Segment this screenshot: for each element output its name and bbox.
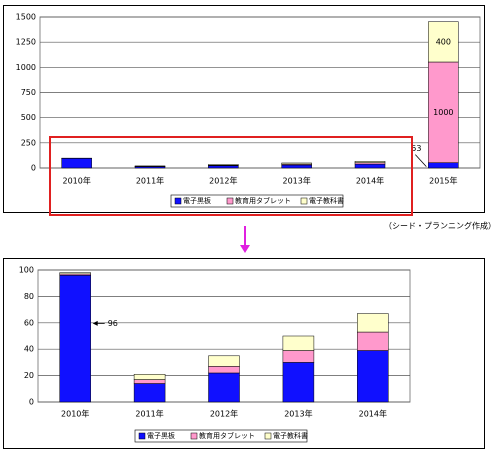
bar-segment [428, 61, 459, 163]
y-tick-label: 100 [19, 266, 34, 275]
bar-segment [281, 162, 312, 165]
bar-segment [59, 272, 91, 275]
bar-segment [354, 163, 386, 169]
legend-label: 電子黒板 [183, 196, 211, 205]
y-tick-label: 80 [24, 292, 34, 301]
legend-label: 電子教科書 [273, 431, 308, 440]
data-label: 96 [108, 319, 118, 328]
bar-segment [59, 275, 91, 403]
bar-segment [282, 335, 315, 351]
y-tick-label: 0 [29, 398, 34, 407]
y-tick-label: 0 [31, 164, 36, 173]
arrow-head [92, 320, 98, 326]
x-tick-label: 2010年 [62, 176, 90, 186]
x-tick-label: 2011年 [136, 176, 164, 186]
legend-swatch [226, 197, 234, 205]
data-label: 400 [436, 37, 451, 46]
arrow-head [240, 245, 250, 253]
bar-segment [282, 362, 315, 403]
bar-segment [208, 372, 240, 403]
legend-swatch [174, 197, 182, 205]
bar-segment [354, 161, 386, 163]
bar-segment [428, 162, 459, 169]
bar-segment [133, 374, 166, 380]
bar-segment [357, 350, 389, 403]
bar-segment [208, 366, 240, 374]
bar-segment [208, 355, 240, 367]
x-tick-label: 2014年 [356, 176, 384, 186]
bar-segment [133, 379, 166, 384]
legend-swatch [264, 432, 272, 440]
legend-swatch [190, 432, 198, 440]
bar-segment [208, 164, 239, 166]
legend-box [170, 194, 344, 208]
legend-swatch [300, 197, 308, 205]
legend-box [134, 429, 308, 443]
x-tick-label: 2012年 [210, 409, 238, 419]
legend-label: 電子教科書 [309, 196, 344, 205]
y-tick-label: 60 [24, 318, 34, 327]
y-tick-label: 20 [24, 371, 34, 380]
x-tick-label: 2013年 [282, 176, 310, 186]
highlight-box [49, 136, 413, 216]
bar-segment [208, 165, 239, 169]
data-label: 53 [411, 144, 421, 153]
bar-segment [282, 350, 315, 363]
x-tick-label: 2014年 [359, 409, 387, 419]
y-tick-label: 750 [21, 88, 36, 97]
y-tick-label: 1250 [16, 38, 36, 47]
bar-segment [357, 331, 389, 351]
x-tick-label: 2015年 [429, 176, 457, 186]
y-tick-label: 250 [21, 138, 36, 147]
legend-label: 教育用タブレット [235, 196, 291, 205]
bar-segment [428, 21, 459, 63]
bar-segment [357, 313, 389, 333]
source-note: （シード・プランニング作成） [384, 221, 496, 231]
y-tick-label: 40 [24, 345, 34, 354]
data-label: 1000 [433, 108, 453, 117]
arrow [415, 154, 427, 167]
x-tick-label: 2012年 [209, 176, 237, 186]
legend-swatch [138, 432, 146, 440]
x-tick-label: 2010年 [61, 409, 89, 419]
bar-segment [281, 164, 312, 169]
y-tick-label: 1500 [16, 13, 36, 22]
bar-segment [133, 383, 166, 403]
legend-label: 電子黒板 [147, 431, 175, 440]
x-tick-label: 2011年 [135, 409, 163, 419]
y-tick-label: 500 [21, 113, 36, 122]
legend-label: 教育用タブレット [199, 431, 255, 440]
y-tick-label: 1000 [16, 63, 36, 72]
bar-segment [61, 158, 92, 169]
x-tick-label: 2013年 [284, 409, 312, 419]
